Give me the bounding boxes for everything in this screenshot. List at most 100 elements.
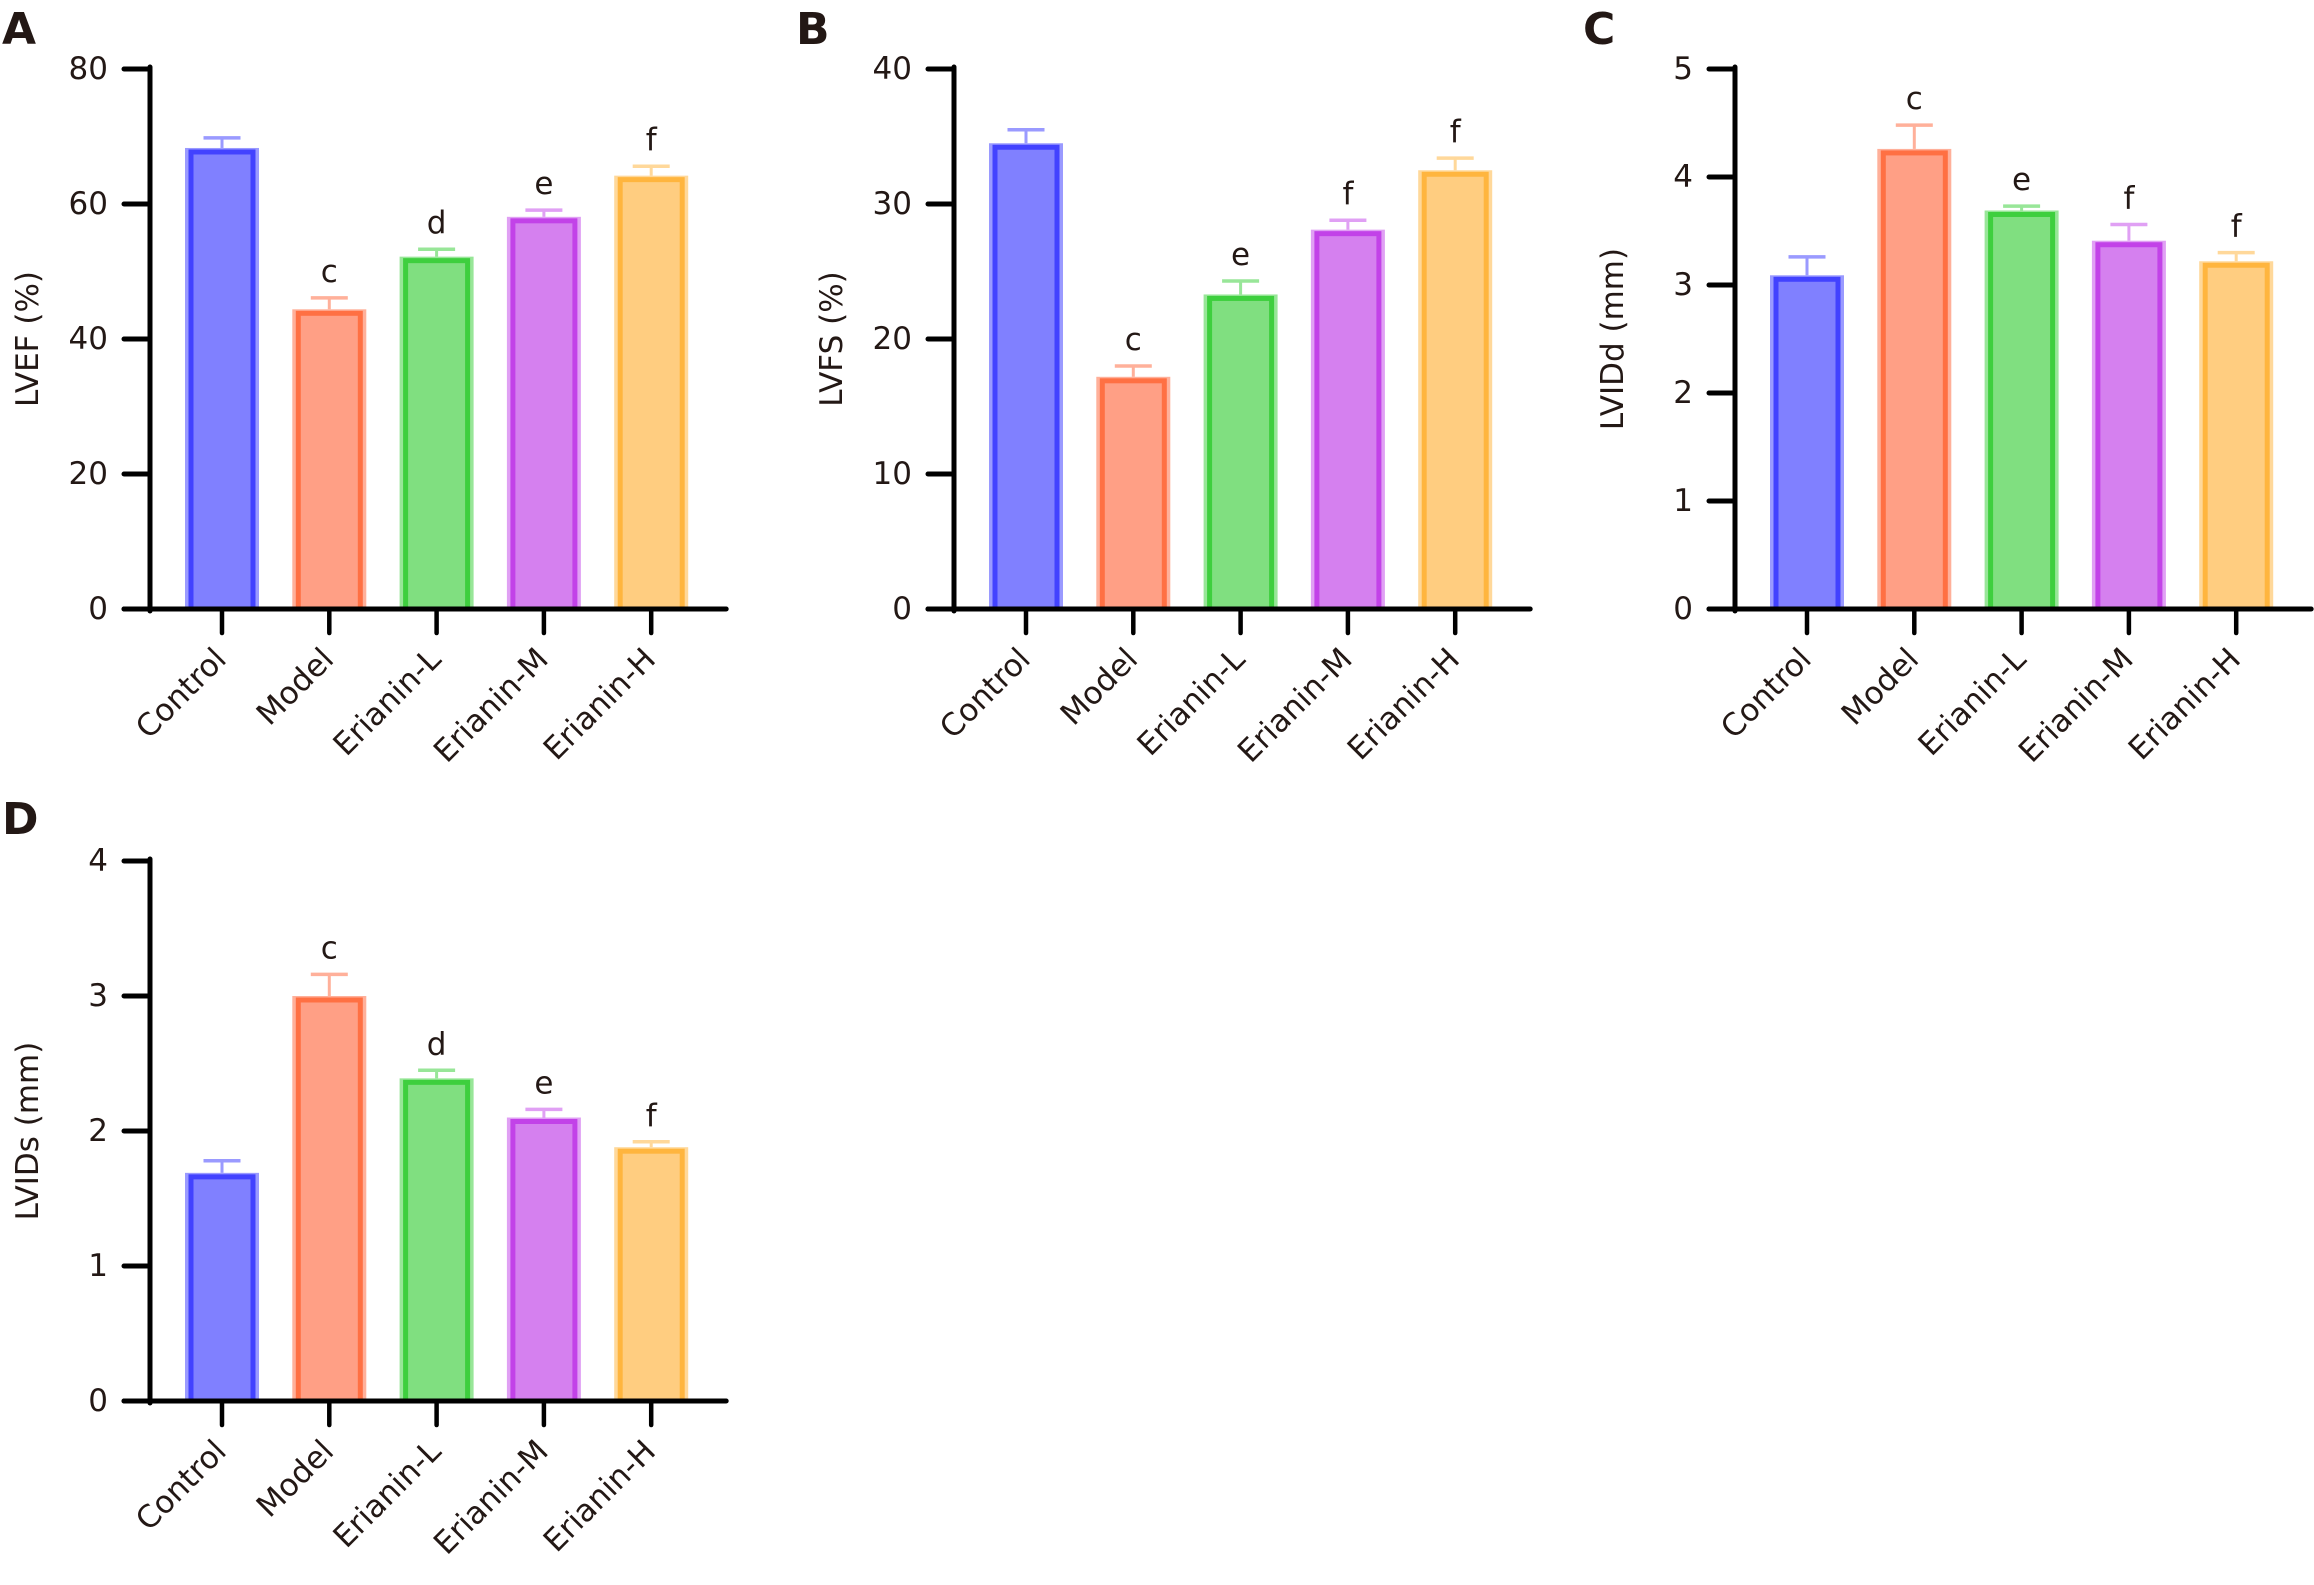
y-tick-label: 10: [873, 456, 912, 492]
x-tick-label: Erianin-H: [537, 641, 663, 767]
y-tick-label: 20: [69, 456, 108, 492]
y-tick-label: 5: [1673, 51, 1693, 87]
panel-letter: B: [796, 4, 830, 55]
significance-label: c: [1125, 322, 1142, 358]
significance-label: c: [321, 254, 338, 290]
significance-label: e: [2012, 162, 2031, 198]
x-tick-label: Control: [1714, 641, 1819, 746]
y-tick-label: 30: [873, 186, 912, 222]
bar-group: c: [1096, 322, 1171, 612]
significance-label: c: [1906, 81, 1923, 117]
significance-label: f: [2123, 181, 2135, 217]
y-tick-label: 40: [69, 321, 108, 357]
y-tick-label: 4: [1673, 159, 1693, 195]
bar-erianin-m: [2095, 242, 2163, 612]
bar-group: c: [1877, 81, 1952, 612]
significance-label: e: [534, 1065, 553, 1101]
bar-erianin-m: [510, 218, 578, 612]
bar-group: e: [506, 166, 581, 612]
bar-erianin-m: [1314, 231, 1382, 612]
x-tick-label: Model: [1835, 641, 1926, 732]
bar-group: [185, 136, 259, 612]
bar-group: f: [614, 1098, 689, 1404]
bar-model: [1099, 378, 1167, 612]
bar-group: e: [506, 1065, 581, 1404]
y-tick-label: 4: [88, 843, 108, 879]
bar-erianin-l: [403, 258, 471, 612]
y-tick-label: 20: [873, 321, 912, 357]
bar-group: f: [2199, 209, 2274, 612]
bar-group: f: [1310, 176, 1385, 612]
bar-erianin-l: [403, 1079, 471, 1404]
bar-erianin-l: [1207, 295, 1275, 612]
significance-label: d: [427, 1026, 447, 1062]
y-axis-label: LVIDs (mm): [10, 1042, 46, 1221]
bar-erianin-h: [617, 177, 685, 612]
x-tick-label: Control: [129, 1433, 234, 1538]
y-tick-label: 0: [1673, 591, 1693, 627]
y-tick-label: 1: [88, 1248, 108, 1284]
y-tick-label: 60: [69, 186, 108, 222]
bar-group: f: [614, 122, 689, 612]
x-tick-label: Erianin-M: [427, 641, 556, 770]
significance-label: f: [1450, 114, 1462, 150]
x-tick-label: Model: [250, 641, 341, 732]
bar-erianin-m: [510, 1119, 578, 1404]
bar-control: [188, 1174, 256, 1404]
x-tick-label: Erianin-H: [1341, 641, 1467, 767]
y-axis-label: LVFS (%): [814, 271, 850, 407]
bar-group: d: [399, 205, 474, 612]
bar-group: d: [399, 1026, 474, 1404]
significance-label: f: [2231, 209, 2243, 245]
significance-label: e: [534, 166, 553, 202]
bar-model: [1880, 150, 1948, 612]
bar-group: f: [1418, 114, 1493, 612]
bar-group: [1770, 255, 1844, 612]
bar-erianin-h: [2202, 262, 2270, 612]
y-tick-label: 2: [88, 1113, 108, 1149]
bar-group: [185, 1158, 259, 1404]
bar-control: [992, 144, 1060, 612]
x-tick-label: Control: [129, 641, 234, 746]
x-tick-label: Model: [250, 1433, 341, 1524]
bar-model: [295, 997, 363, 1404]
bar-erianin-h: [1421, 171, 1489, 612]
bar-group: e: [1203, 237, 1278, 612]
bar-model: [295, 310, 363, 612]
panel-letter: A: [2, 4, 36, 55]
significance-label: f: [646, 1098, 658, 1134]
y-axis-label: LVIDd (mm): [1595, 248, 1631, 430]
x-tick-label: Erianin-M: [427, 1433, 556, 1562]
y-tick-label: 0: [88, 1383, 108, 1419]
y-tick-label: 2: [1673, 375, 1693, 411]
bar-erianin-l: [1988, 211, 2056, 612]
bar-group: c: [292, 930, 367, 1404]
significance-label: f: [1342, 176, 1354, 212]
panel-letter: D: [2, 794, 39, 845]
x-tick-label: Erianin-M: [1231, 641, 1360, 770]
y-tick-label: 80: [69, 51, 108, 87]
x-tick-label: Erianin-H: [537, 1433, 663, 1559]
y-tick-label: 3: [88, 978, 108, 1014]
panel-letter: C: [1583, 4, 1615, 55]
x-tick-label: Control: [933, 641, 1038, 746]
significance-label: f: [646, 122, 658, 158]
bar-control: [1773, 276, 1841, 612]
y-tick-label: 0: [88, 591, 108, 627]
significance-label: e: [1231, 237, 1250, 273]
bar-group: [989, 128, 1063, 612]
bar-group: e: [1984, 162, 2059, 612]
y-tick-label: 1: [1673, 483, 1693, 519]
x-tick-label: Erianin-M: [2012, 641, 2141, 770]
significance-label: c: [321, 930, 338, 966]
y-tick-label: 0: [892, 591, 912, 627]
bar-control: [188, 149, 256, 612]
y-tick-label: 3: [1673, 267, 1693, 303]
significance-label: d: [427, 205, 447, 241]
y-axis-label: LVEF (%): [10, 271, 46, 407]
x-tick-label: Erianin-H: [2122, 641, 2248, 767]
